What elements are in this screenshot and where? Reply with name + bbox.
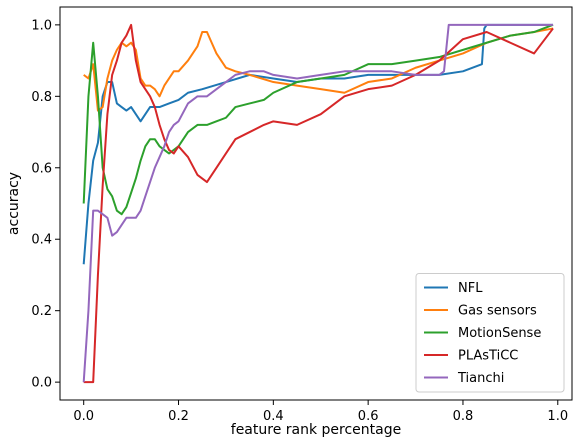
y-tick-label: 0.0 — [31, 376, 52, 391]
legend-box — [415, 273, 565, 393]
plot-frame — [59, 6, 573, 401]
legend-label-0: NFL — [458, 281, 483, 296]
x-tick-label: 0.8 — [453, 409, 474, 424]
y-tick-label: 1.0 — [31, 18, 52, 33]
x-tick-label: 1.0 — [547, 409, 568, 424]
series-line-3 — [83, 23, 554, 384]
series-line-4 — [82, 23, 554, 383]
legend-label-1: Gas sensors — [458, 304, 537, 319]
series-line-0 — [82, 23, 554, 265]
x-axis-label: feature rank percentage — [231, 422, 401, 438]
legend: NFL Gas sensors MotionSense PLAsTiCC Tianchi — [415, 273, 565, 393]
x-tick-label: 0.0 — [73, 409, 94, 424]
y-tick-label: 0.6 — [31, 161, 52, 176]
x-tick-label: 0.6 — [358, 409, 379, 424]
x-tick-label: 0.4 — [263, 409, 284, 424]
series-line-2 — [82, 23, 554, 216]
y-axis-label: accuracy — [6, 172, 22, 235]
y-tick-label: 0.4 — [31, 233, 52, 248]
y-tick-label: 0.8 — [31, 90, 52, 105]
x-axis: 0.0 0.2 0.4 0.6 0.8 1.0 — [73, 400, 568, 424]
series-line-1 — [83, 27, 554, 112]
x-tick-label: 0.2 — [168, 409, 189, 424]
legend-label-3: PLAsTiCC — [458, 349, 518, 364]
y-axis: 0.0 0.2 0.4 0.6 0.8 1.0 — [31, 18, 60, 391]
series-lines — [82, 23, 554, 384]
y-tick-label: 0.2 — [31, 304, 52, 319]
legend-label-4: Tianchi — [457, 371, 504, 386]
legend-label-2: MotionSense — [458, 326, 541, 341]
